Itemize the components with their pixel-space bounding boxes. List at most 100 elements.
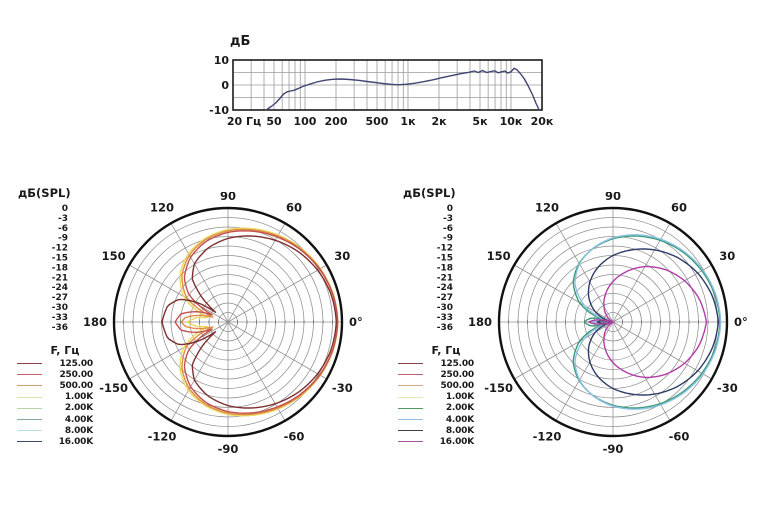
polar-angle-labels: 90 120 60 150 30 180 0° -150 -30 -120 -60 -90	[83, 192, 363, 456]
svg-text:-18: -18	[437, 263, 453, 273]
legend-item: 2.00K	[17, 403, 93, 414]
polar-db-scale: 0-3-6-9-12-15-18-21-24-27-30-33-36	[52, 204, 68, 333]
legend-item: 1.00K	[398, 392, 474, 403]
legend-item: 125.00	[398, 358, 474, 369]
polar-series-8.00K	[587, 248, 720, 396]
svg-text:180: 180	[468, 315, 492, 329]
svg-text:-36: -36	[52, 323, 68, 333]
polar-series-4.00K	[574, 234, 722, 410]
svg-text:-15: -15	[52, 254, 68, 264]
polar-angle-labels: 90 120 60 150 30 180 0° -150 -30 -120 -60 -90	[468, 192, 748, 456]
svg-text:-15: -15	[437, 254, 453, 264]
legend-label: 8.00K	[64, 425, 93, 436]
svg-text:-21: -21	[437, 273, 453, 283]
svg-text:-33: -33	[437, 313, 453, 323]
svg-text:-12: -12	[437, 244, 453, 254]
svg-text:10: 10	[214, 54, 230, 67]
legend-item: 8.00K	[398, 425, 474, 436]
legend-label: 250.00	[440, 369, 474, 380]
legend-swatch	[398, 441, 423, 443]
polar-series-250.00	[174, 230, 339, 414]
legend-swatch	[17, 430, 42, 432]
svg-text:-30: -30	[52, 303, 68, 313]
legend-item: 16.00K	[17, 436, 93, 447]
svg-text:-21: -21	[52, 273, 68, 283]
legend-label: 125.00	[59, 358, 93, 369]
svg-text:-60: -60	[669, 429, 690, 443]
svg-text:30: 30	[334, 249, 350, 263]
legend-swatch	[17, 441, 42, 443]
response-curve	[265, 67, 540, 111]
svg-text:-24: -24	[437, 283, 453, 293]
svg-text:20к: 20к	[531, 115, 554, 128]
polar-db-scale: 0-3-6-9-12-15-18-21-24-27-30-33-36	[437, 204, 453, 333]
polar-right-scale-title: дБ(SPL)	[403, 186, 456, 200]
svg-text:2к: 2к	[431, 115, 447, 128]
svg-text:150: 150	[102, 249, 126, 263]
polar-left-scale-title: дБ(SPL)	[18, 186, 71, 200]
legend-swatch	[398, 396, 423, 398]
response-chart-title: дБ	[230, 34, 251, 49]
legend-swatch	[17, 407, 42, 409]
svg-text:5к: 5к	[472, 115, 488, 128]
legend-item: 8.00K	[17, 425, 93, 436]
legend-label: 250.00	[59, 369, 93, 380]
svg-text:-27: -27	[52, 293, 68, 303]
svg-text:-33: -33	[52, 313, 68, 323]
legend-low-frequencies: F, Гц 125.00 250.00 500.00 1.00K 2.00K 4.00K 8…	[17, 344, 93, 448]
svg-text:-6: -6	[443, 224, 453, 234]
legend-swatch	[398, 385, 423, 387]
legend-item: 1.00K	[17, 392, 93, 403]
legend-label: 2.00K	[64, 403, 93, 414]
svg-text:-24: -24	[52, 283, 68, 293]
legend-title: F, Гц	[431, 344, 461, 357]
legend-label: 500.00	[59, 380, 93, 391]
svg-text:-150: -150	[484, 381, 513, 395]
legend-label: 125.00	[440, 358, 474, 369]
svg-text:-6: -6	[58, 224, 68, 234]
svg-text:-36: -36	[437, 323, 453, 333]
svg-text:0°: 0°	[349, 315, 363, 329]
legend-rows: 125.00 250.00 500.00 1.00K 2.00K 4.00K 8.00K 16…	[398, 358, 474, 448]
svg-text:90: 90	[605, 192, 621, 203]
svg-text:-9: -9	[58, 234, 68, 244]
legend-swatch	[398, 430, 423, 432]
svg-text:-60: -60	[284, 429, 305, 443]
svg-text:-120: -120	[533, 429, 562, 443]
polar-outer-ring	[112, 206, 344, 438]
legend-high-frequencies: F, Гц 125.00 250.00 500.00 1.00K 2.00K 4.00K 8…	[398, 344, 474, 448]
svg-text:-30: -30	[332, 381, 353, 395]
svg-text:-27: -27	[437, 293, 453, 303]
legend-item: 4.00K	[17, 414, 93, 425]
svg-text:30: 30	[719, 249, 735, 263]
svg-text:180: 180	[83, 315, 107, 329]
polar-series-125.00	[161, 235, 337, 409]
legend-swatch	[398, 407, 423, 409]
legend-label: 8.00K	[445, 425, 474, 436]
svg-text:0: 0	[447, 204, 453, 214]
legend-swatch	[398, 419, 423, 421]
polar-grid	[114, 208, 342, 436]
legend-swatch	[17, 419, 42, 421]
legend-label: 1.00K	[445, 392, 474, 403]
svg-text:60: 60	[671, 201, 687, 215]
polar-outer-ring	[497, 206, 729, 438]
legend-item: 500.00	[398, 380, 474, 391]
svg-text:-12: -12	[52, 244, 68, 254]
legend-label: 16.00K	[439, 436, 474, 447]
svg-text:60: 60	[286, 201, 302, 215]
svg-text:-30: -30	[437, 303, 453, 313]
svg-text:120: 120	[535, 201, 559, 215]
legend-rows: 125.00 250.00 500.00 1.00K 2.00K 4.00K 8.00K 16…	[17, 358, 93, 448]
legend-label: 4.00K	[64, 414, 93, 425]
svg-text:120: 120	[150, 201, 174, 215]
svg-text:-10: -10	[209, 104, 229, 117]
svg-text:-18: -18	[52, 263, 68, 273]
legend-label: 500.00	[440, 380, 474, 391]
legend-label: 16.00K	[58, 436, 93, 447]
